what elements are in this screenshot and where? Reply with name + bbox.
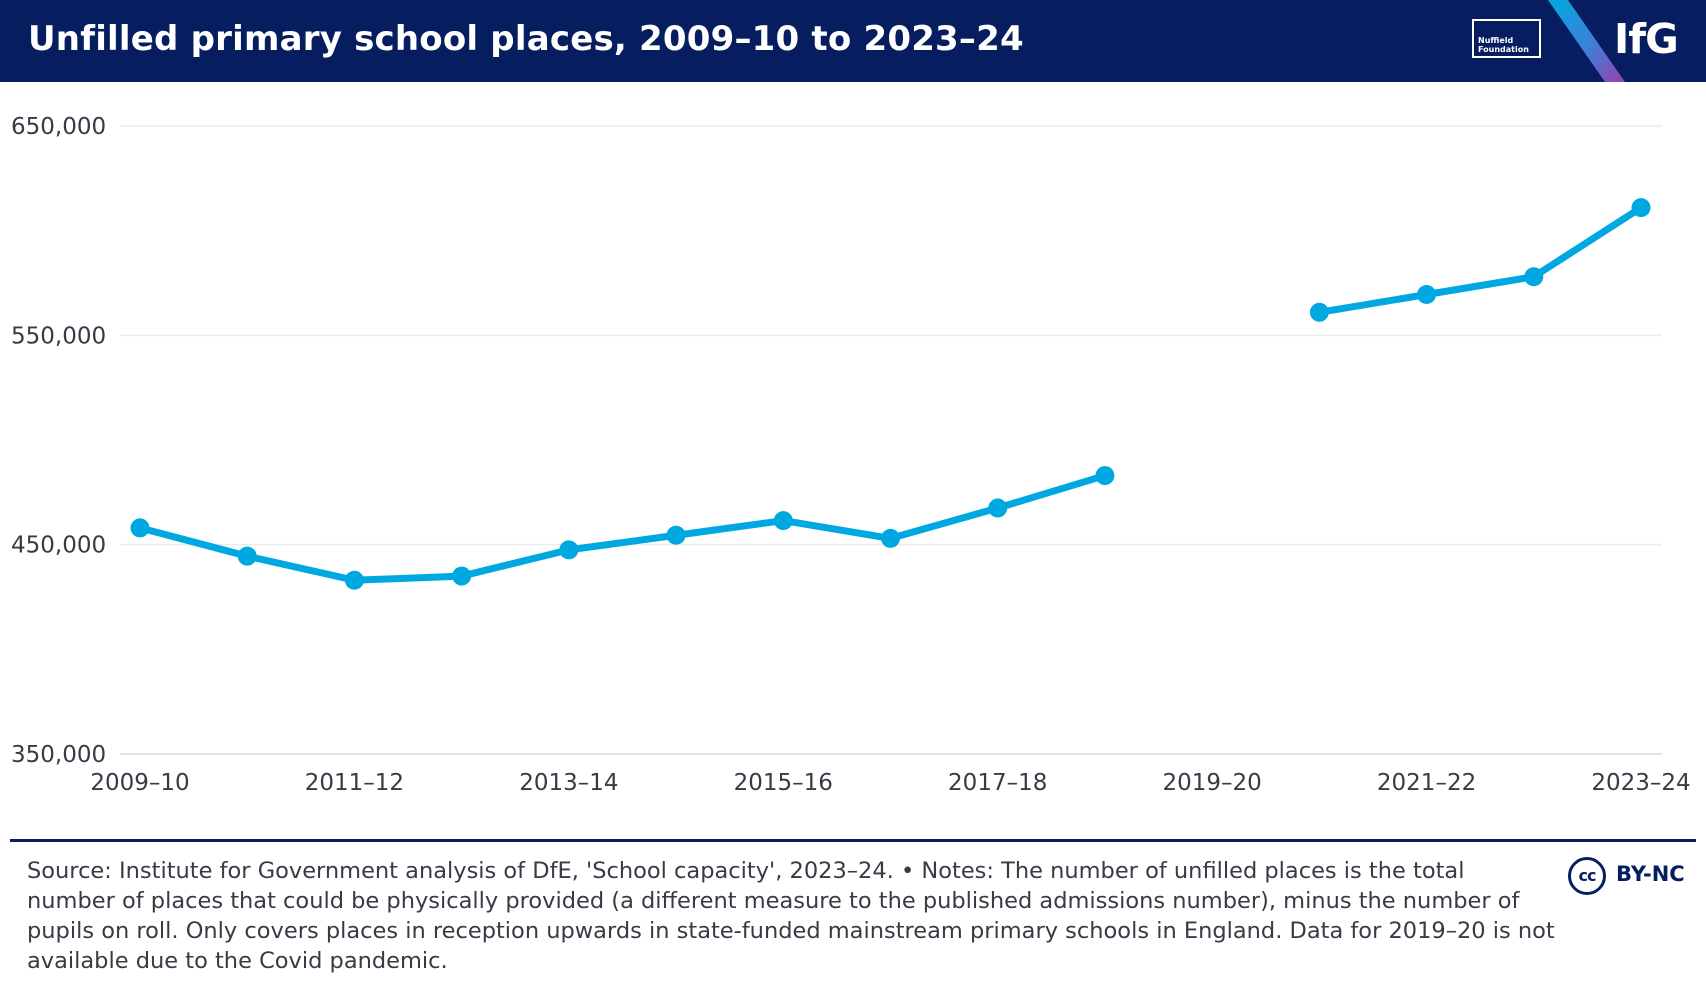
chart-title: Unfilled primary school places, 2009–10 … bbox=[28, 19, 1024, 59]
y-tick-label: 550,000 bbox=[11, 323, 106, 349]
nuffield-foundation-logo: Nuffield Foundation bbox=[1472, 19, 1541, 58]
x-tick-label: 2021–22 bbox=[1377, 770, 1476, 796]
data-point bbox=[988, 498, 1008, 518]
data-point bbox=[881, 528, 900, 548]
x-tick-label: 2019–20 bbox=[1162, 770, 1261, 796]
y-tick-label: 350,000 bbox=[11, 742, 106, 768]
y-axis-labels: 350,000 450,000 550,000 650,000 bbox=[11, 114, 106, 768]
brand-slash-graphic bbox=[1548, 0, 1625, 82]
cc-icon: cc bbox=[1568, 857, 1606, 895]
license-label: BY-NC bbox=[1616, 862, 1685, 886]
data-point bbox=[1417, 285, 1437, 305]
data-point bbox=[1309, 302, 1329, 322]
nuffield-logo-line2: Foundation bbox=[1478, 45, 1529, 54]
data-point bbox=[1524, 267, 1544, 287]
data-point bbox=[130, 518, 150, 538]
x-tick-label: 2013–14 bbox=[519, 770, 618, 796]
series-line bbox=[1315, 204, 1645, 316]
data-point bbox=[344, 570, 364, 590]
x-tick-label: 2017–18 bbox=[948, 770, 1047, 796]
series-line bbox=[136, 472, 1109, 584]
x-axis-labels: 2009–10 2011–12 2013–14 2015–16 2017–18 2019–… bbox=[90, 770, 1690, 796]
x-tick-label: 2023–24 bbox=[1591, 770, 1690, 796]
header-banner: Unfilled primary school places, 2009–10 … bbox=[0, 0, 1706, 82]
data-point bbox=[1095, 466, 1115, 486]
data-point bbox=[452, 566, 472, 586]
x-tick-label: 2011–12 bbox=[305, 770, 404, 796]
data-point bbox=[773, 511, 793, 531]
y-tick-label: 450,000 bbox=[11, 533, 106, 559]
line-chart: 350,000 450,000 550,000 650,000 2009–10 2011… bbox=[11, 114, 1691, 796]
ifg-logo: IfG bbox=[1614, 15, 1679, 63]
data-point bbox=[1631, 198, 1651, 218]
y-tick-label: 650,000 bbox=[11, 114, 106, 140]
footer-divider bbox=[10, 839, 1696, 842]
nuffield-logo-line1: Nuffield bbox=[1478, 36, 1514, 45]
series-unfilled-places bbox=[130, 198, 1651, 590]
cc-license-badge: cc BY-NC bbox=[1568, 857, 1703, 901]
source-notes: Source: Institute for Government analysi… bbox=[27, 858, 1555, 974]
x-tick-label: 2009–10 bbox=[90, 770, 189, 796]
data-point bbox=[666, 525, 686, 545]
data-point bbox=[559, 540, 579, 560]
grid-lines bbox=[120, 125, 1662, 755]
data-point bbox=[237, 546, 257, 566]
x-tick-label: 2015–16 bbox=[734, 770, 833, 796]
